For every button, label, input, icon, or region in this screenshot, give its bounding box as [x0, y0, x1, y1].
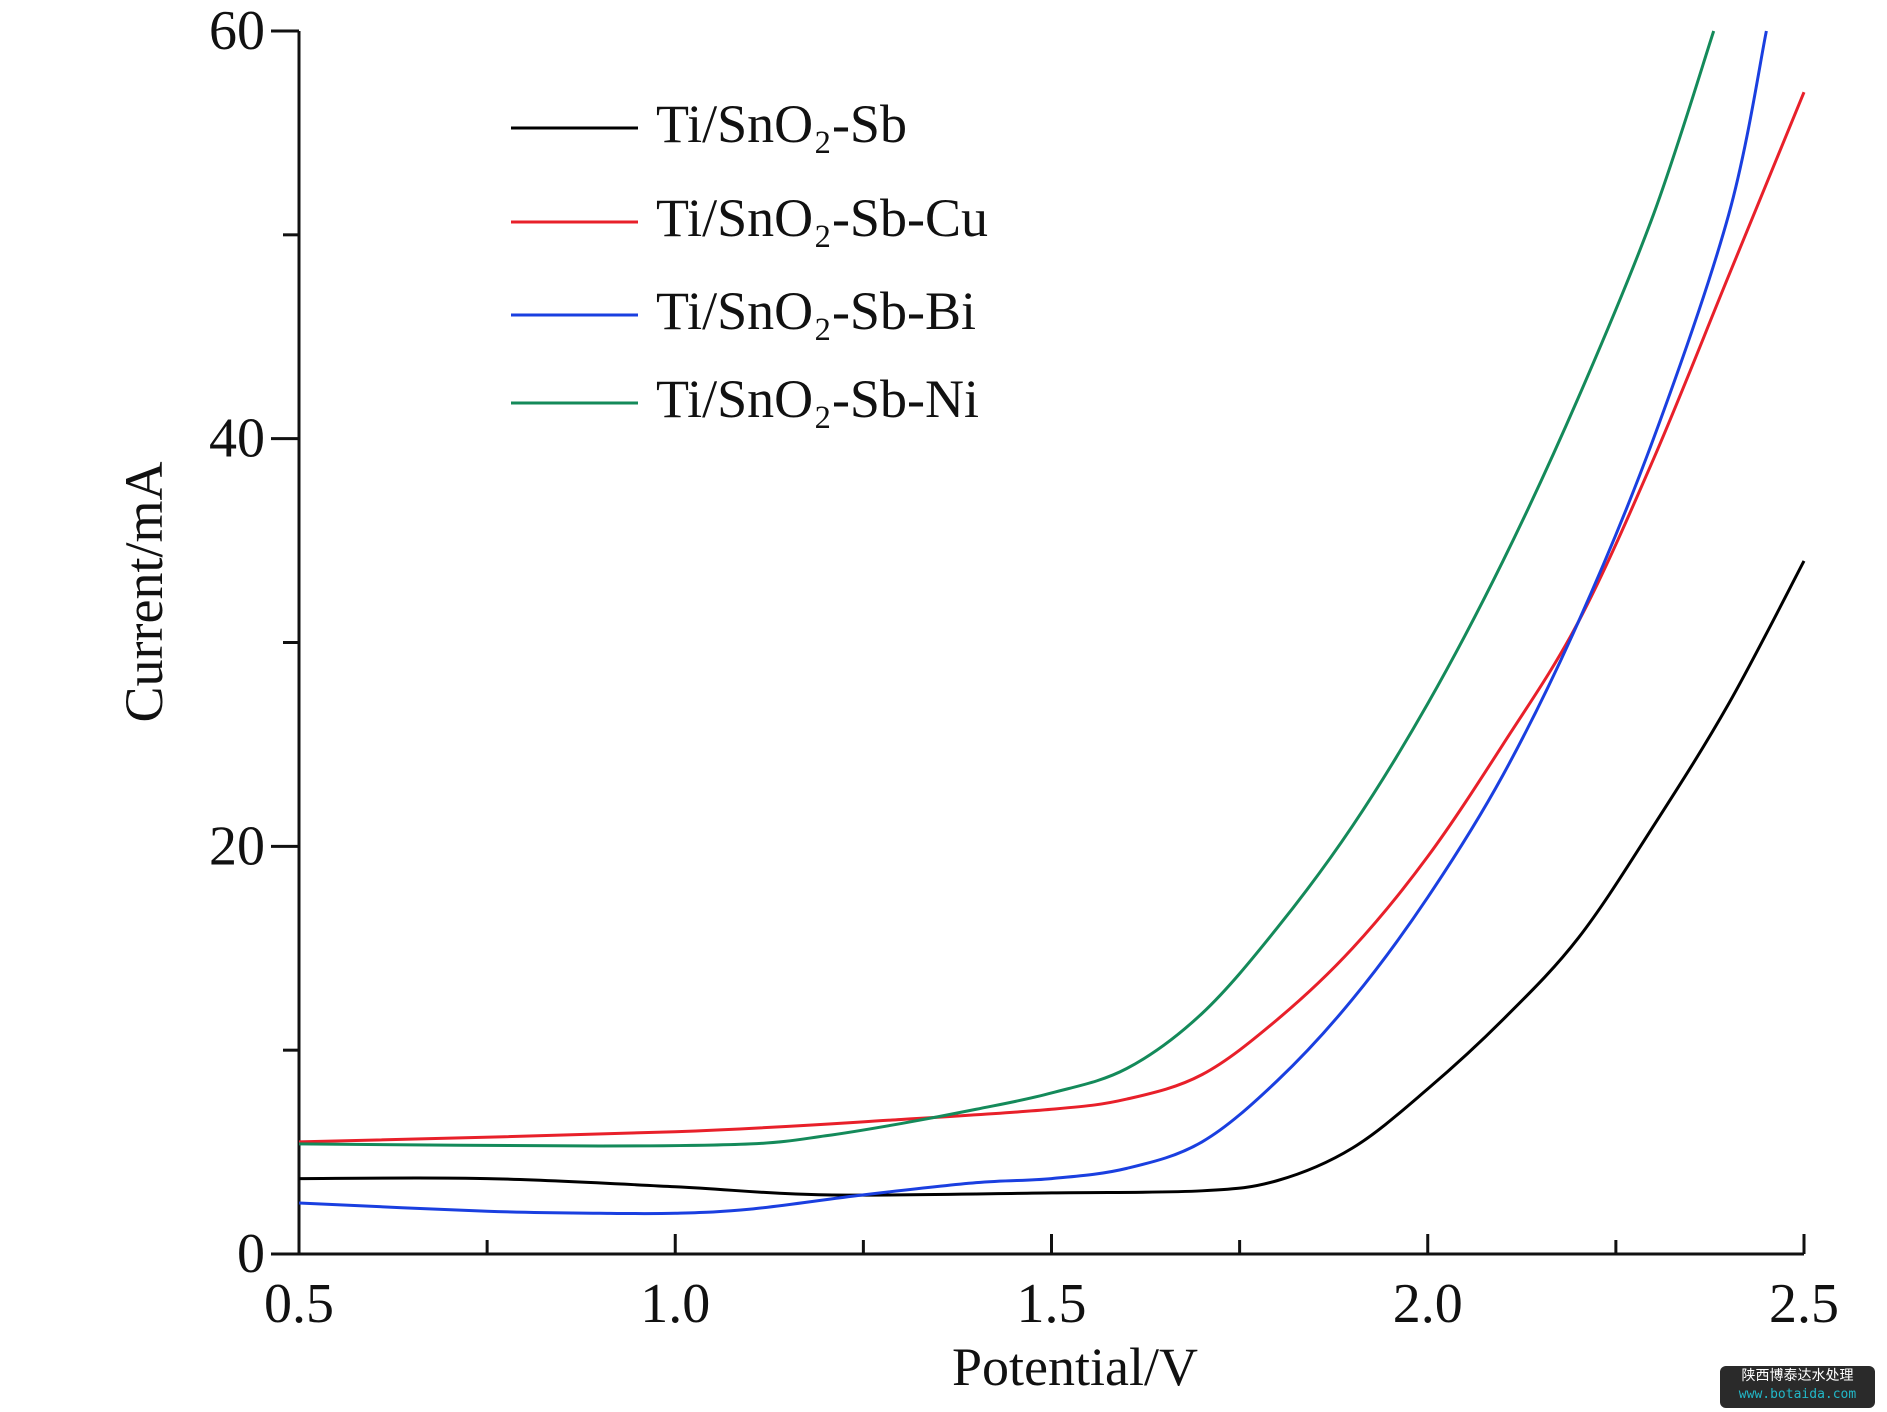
series-line-1	[298, 91, 1806, 1144]
series-line-0	[298, 560, 1806, 1197]
x-tick-label: 1.5	[1017, 1273, 1087, 1335]
x-tick-label: 1.0	[640, 1273, 710, 1335]
legend-label: Ti/SnO₂-Sb-Ni	[656, 369, 979, 429]
x-tick-label: 0.5	[264, 1273, 334, 1335]
x-tick-label: 2.5	[1769, 1273, 1839, 1335]
x-tick-label: 2.0	[1393, 1273, 1463, 1335]
watermark-name: 陕西博泰达水处理	[1741, 1368, 1854, 1384]
y-axis-label: Current/mA	[114, 462, 174, 723]
legend: Ti/SnO₂-Sb Ti/SnO₂-Sb-Cu Ti/SnO₂-Sb-Bi Ti/S…	[511, 94, 988, 429]
legend-label: Ti/SnO₂-Sb-Cu	[656, 188, 988, 248]
series-line-3	[298, 30, 1716, 1148]
legend-label: Ti/SnO₂-Sb-Bi	[656, 281, 976, 341]
y-tick-label: 40	[209, 408, 265, 470]
y-tick-label: 60	[209, 0, 265, 62]
y-tick-label: 20	[209, 815, 265, 877]
legend-label: Ti/SnO₂-Sb	[656, 94, 907, 154]
plot-area	[298, 30, 1806, 1216]
series-line-2	[298, 30, 1768, 1216]
y-tick-label: 0	[237, 1223, 265, 1285]
watermark: 陕西博泰达水处理 www.botaida.com	[1720, 1366, 1875, 1408]
watermark-url: www.botaida.com	[1738, 1387, 1857, 1402]
x-axis-label: Potential/V	[952, 1337, 1198, 1397]
axes: 0 20 40 60 0.5 1.0 1.5 2.0 2.5	[209, 0, 1839, 1335]
